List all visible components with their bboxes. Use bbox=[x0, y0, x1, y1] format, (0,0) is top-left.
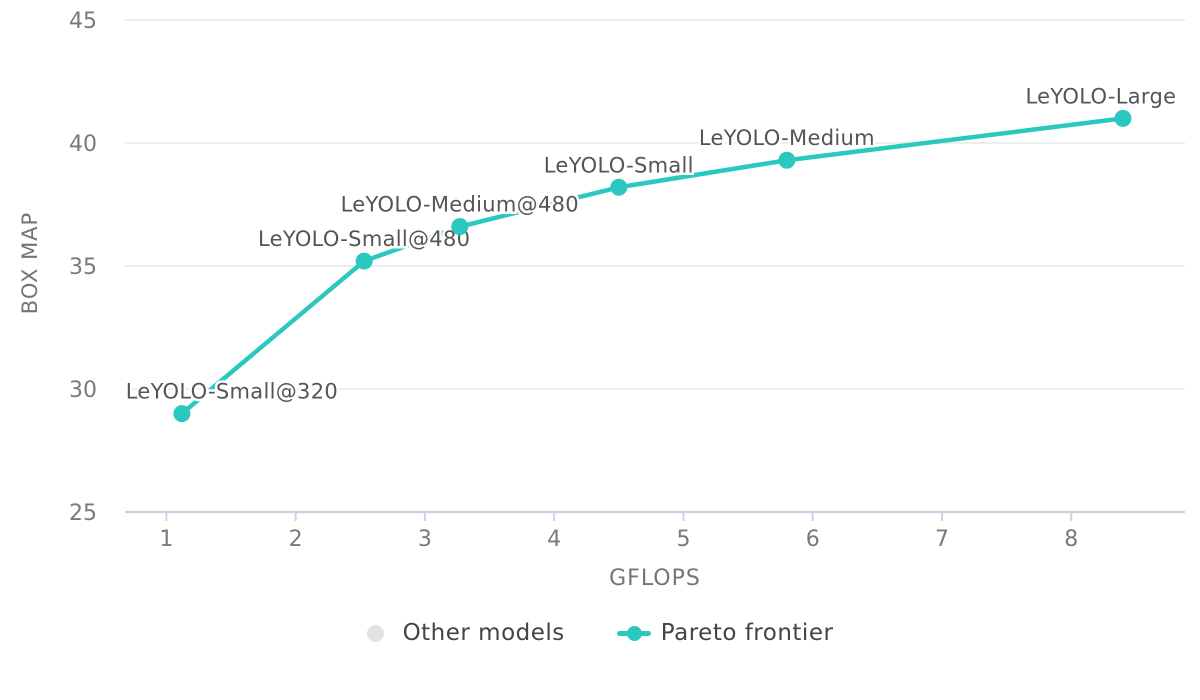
data-point-LeYOLO-Medium[interactable] bbox=[778, 151, 796, 169]
legend-label-pareto-frontier: Pareto frontier bbox=[660, 620, 834, 646]
point-label-LeYOLO-Small: LeYOLO-Small bbox=[544, 153, 694, 177]
data-point-LeYOLO-Large[interactable] bbox=[1114, 109, 1132, 127]
legend-label-other-models: Other models bbox=[402, 620, 565, 646]
x-axis-title: GFLOPS bbox=[609, 566, 701, 591]
point-label-LeYOLO-Large: LeYOLO-Large bbox=[1026, 84, 1177, 108]
y-tick-label-25: 25 bbox=[69, 501, 97, 526]
x-tick-label-4: 4 bbox=[547, 527, 561, 552]
other-models-dot-icon bbox=[366, 624, 384, 642]
legend-item-other-models[interactable]: Other models bbox=[366, 620, 565, 646]
point-label-LeYOLO-Small@480: LeYOLO-Small@480 bbox=[258, 227, 470, 251]
x-tick-label-3: 3 bbox=[418, 527, 432, 552]
data-point-LeYOLO-Small@480[interactable] bbox=[355, 252, 373, 270]
x-tick-label-7: 7 bbox=[935, 527, 949, 552]
legend-item-pareto-frontier[interactable]: Pareto frontier bbox=[616, 620, 834, 646]
point-label-LeYOLO-Small@320: LeYOLO-Small@320 bbox=[126, 380, 338, 404]
pareto-frontier-line bbox=[179, 116, 1126, 416]
x-tick-label-5: 5 bbox=[676, 527, 690, 552]
y-axis-title: BOX MAP bbox=[18, 212, 42, 314]
x-tick-label-1: 1 bbox=[159, 527, 173, 552]
data-point-LeYOLO-Small@320[interactable] bbox=[173, 405, 191, 423]
pareto-frontier-dot-icon bbox=[626, 625, 642, 641]
y-tick-label-40: 40 bbox=[69, 132, 97, 157]
data-point-LeYOLO-Small[interactable] bbox=[610, 178, 628, 196]
x-tick-label-2: 2 bbox=[289, 527, 303, 552]
x-tick-label-8: 8 bbox=[1064, 527, 1078, 552]
data-point-LeYOLO-Medium@480[interactable] bbox=[451, 218, 469, 236]
pareto-frontier-linedot-icon bbox=[616, 625, 651, 642]
y-tick-label-45: 45 bbox=[69, 9, 97, 34]
y-tick-label-30: 30 bbox=[69, 378, 97, 403]
legend: Other models Pareto frontier bbox=[0, 620, 1200, 646]
point-label-LeYOLO-Medium@480: LeYOLO-Medium@480 bbox=[341, 193, 579, 217]
point-label-LeYOLO-Medium: LeYOLO-Medium bbox=[699, 126, 875, 150]
y-tick-label-35: 35 bbox=[69, 255, 97, 280]
x-tick-label-6: 6 bbox=[806, 527, 820, 552]
